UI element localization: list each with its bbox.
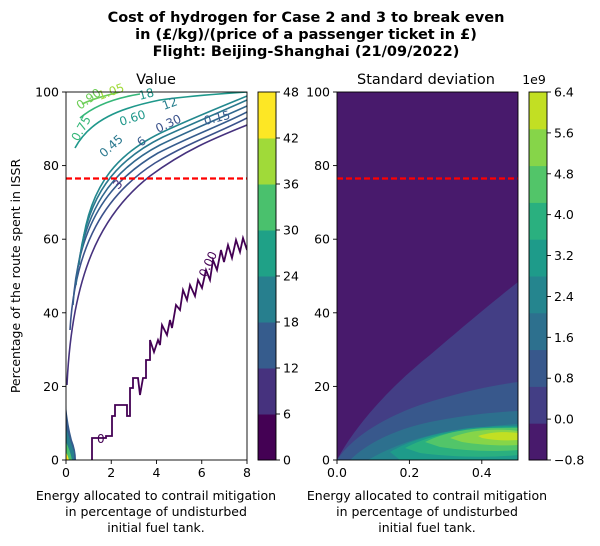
y-tick-label: 100 [306, 85, 330, 100]
std-colorbar: −0.8 0.0 0.8 1.6 2.4 3.2 4.0 4.8 5.6 6.4 [528, 85, 584, 468]
x-axis-label-line: in percentage of undisturbed [65, 504, 247, 519]
x-tick-label: 0.0 [327, 465, 347, 480]
contour-line [78, 99, 247, 266]
colorbar-band [529, 349, 547, 387]
colorbar-band [258, 414, 276, 461]
colorbar-band [529, 312, 547, 351]
colorbar-tick-label: 36 [283, 177, 299, 192]
colorbar-tick-label: 24 [283, 269, 299, 284]
contour-line [74, 92, 247, 149]
value-contours [66, 92, 247, 460]
std-band [478, 432, 518, 441]
value-panel-title: Value [136, 72, 176, 88]
colorbar-tick-label: 42 [283, 131, 299, 146]
contour-line [81, 92, 121, 105]
figure-title-line-3: Flight: Beijing-Shanghai (21/09/2022) [153, 44, 460, 60]
value-x-axis-label: Energy allocated to contrail mitigation … [36, 488, 276, 535]
std-axis-ticks: 0.0 0.2 0.4 0 20 40 60 80 100 [306, 85, 492, 481]
colorbar-band [529, 276, 547, 314]
std-panel-title: Standard deviation [357, 72, 495, 88]
colorbar-band [258, 322, 276, 369]
x-tick-label: 0.2 [399, 465, 419, 480]
x-axis-label-line: Energy allocated to contrail mitigation [307, 488, 547, 503]
x-axis-label-line: initial fuel tank. [378, 520, 476, 535]
std-axes-frame [336, 91, 519, 461]
colorbar-tick-label: 48 [283, 85, 299, 100]
contour-fill-peak [66, 452, 69, 460]
y-tick-label: 80 [314, 158, 330, 173]
x-tick-label: 6 [198, 465, 206, 480]
figure-title: Cost of hydrogen for Case 2 and 3 to bre… [108, 10, 505, 60]
contour-label: 12 [160, 94, 179, 112]
contour-label: 0.15 [202, 108, 231, 128]
y-tick-label: 80 [43, 158, 59, 173]
contour-line [75, 105, 247, 286]
contour-line [79, 93, 141, 119]
std-x-axis-label: Energy allocated to contrail mitigation … [307, 488, 547, 535]
y-tick-label: 20 [314, 379, 330, 394]
colorbar-band [258, 92, 276, 139]
y-tick-label: 60 [43, 232, 59, 247]
colorbar-tick-label: 0 [283, 453, 291, 468]
colorbar-band [258, 230, 276, 277]
value-panel: Value 0.15 0.30 0.45 0.60 [8, 72, 299, 535]
y-tick-label: 100 [35, 85, 59, 100]
y-tick-label: 60 [314, 232, 330, 247]
colorbar-tick-label: 4.0 [554, 207, 574, 222]
y-tick-label: 40 [314, 305, 330, 320]
value-colorbar: 0 6 12 18 24 30 36 42 48 [257, 85, 299, 468]
colorbar-tick-label: 3.2 [554, 248, 574, 263]
contour-line [72, 111, 247, 306]
colorbar-tick-label: 30 [283, 223, 299, 238]
colorbar-tick-label: 18 [283, 315, 299, 330]
colorbar-tick-label: 4.8 [554, 166, 574, 181]
colorbar-band [258, 276, 276, 323]
colorbar-band [529, 239, 547, 277]
colorbar-tick-label: 12 [283, 361, 299, 376]
contour-label: 18 [137, 85, 155, 102]
std-filled-contours [337, 92, 518, 460]
value-y-axis-label: Percentage of the route spent in ISSR [8, 159, 23, 394]
x-tick-label: 0.4 [472, 465, 492, 480]
y-tick-label: 20 [43, 379, 59, 394]
std-panel: Standard deviation 0.0 0.2 0.4 0 20 40 60 80 100… [306, 72, 584, 535]
colorbar-tick-label: 6 [283, 407, 291, 422]
x-tick-label: 2 [107, 465, 115, 480]
colorbar-frame [528, 91, 548, 461]
y-tick-label: 40 [43, 305, 59, 320]
x-axis-label-line: Energy allocated to contrail mitigation [36, 488, 276, 503]
colorbar-tick-label: 0.8 [554, 371, 574, 386]
x-tick-label: 0 [62, 465, 70, 480]
colorbar-band [258, 138, 276, 185]
y-tick-label: 0 [51, 453, 59, 468]
std-colorbar-exponent: 1e9 [522, 72, 546, 87]
contour-line [69, 117, 247, 331]
colorbar-band [529, 202, 547, 240]
colorbar-band [529, 92, 547, 130]
colorbar-band [529, 128, 547, 167]
colorbar-tick-label: 6.4 [554, 85, 574, 100]
contour-line [66, 124, 247, 386]
figure-title-line-1: Cost of hydrogen for Case 2 and 3 to bre… [108, 10, 505, 26]
y-tick-label: 0 [322, 453, 330, 468]
colorbar-band [529, 423, 547, 461]
contour-label: 0 [97, 432, 105, 446]
x-tick-label: 4 [153, 465, 161, 480]
x-axis-label-line: in percentage of undisturbed [336, 504, 518, 519]
colorbar-tick-label: 0.0 [554, 412, 574, 427]
colorbar-tick-label: 2.4 [554, 289, 574, 304]
colorbar-band [529, 386, 547, 424]
colorbar-tick-label: −0.8 [554, 453, 584, 468]
figure-title-line-2: in (£/kg)/(price of a passenger ticket i… [135, 27, 477, 43]
colorbar-tick-label: 5.6 [554, 125, 574, 140]
x-axis-label-line: initial fuel tank. [107, 520, 205, 535]
x-tick-label: 8 [243, 465, 251, 480]
contour-line [81, 95, 247, 249]
colorbar-tick-label: 1.6 [554, 330, 574, 345]
colorbar-band [258, 184, 276, 231]
colorbar-band [258, 368, 276, 415]
colorbar-band [529, 165, 547, 203]
